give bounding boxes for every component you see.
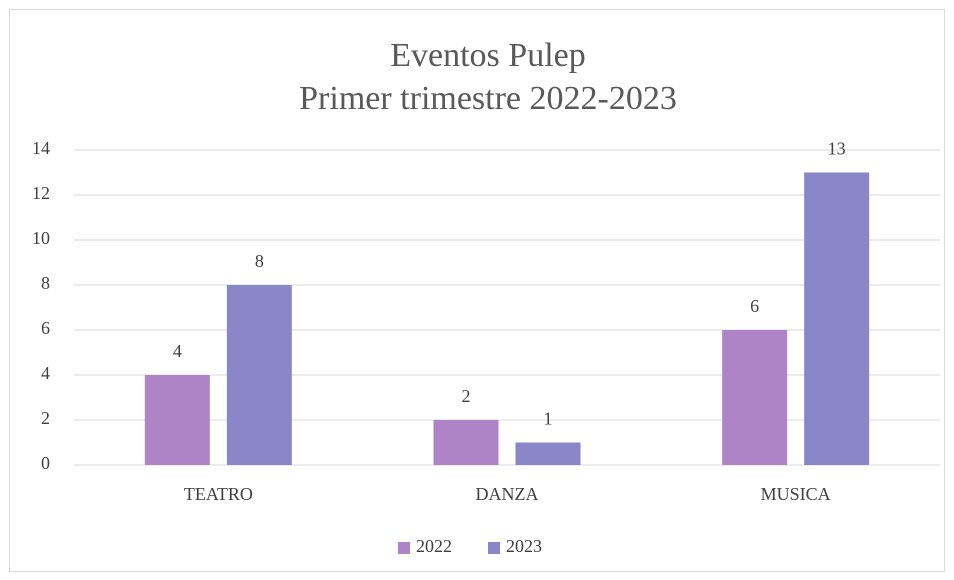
- y-tick-label: 0: [41, 453, 50, 473]
- chart-title: Primer trimestre 2022-2023: [299, 80, 677, 117]
- bar: [804, 172, 870, 465]
- data-label: 13: [828, 139, 846, 159]
- y-tick-label: 2: [41, 408, 50, 428]
- data-label: 6: [750, 296, 759, 316]
- bar: [226, 285, 292, 465]
- y-tick-label: 14: [32, 138, 50, 158]
- x-tick-label: MUSICA: [761, 484, 831, 504]
- data-label: 4: [173, 341, 182, 361]
- y-tick-label: 4: [41, 363, 50, 383]
- y-tick-label: 10: [32, 228, 50, 248]
- data-label: 8: [255, 251, 264, 271]
- y-tick-label: 8: [41, 273, 50, 293]
- x-tick-label: TEATRO: [184, 484, 253, 504]
- chart-title: Eventos Pulep: [390, 37, 585, 74]
- y-tick-label: 12: [32, 183, 50, 203]
- legend-label: 2023: [506, 536, 542, 556]
- data-label: 1: [544, 409, 553, 429]
- legend-swatch: [488, 542, 500, 554]
- bar: [144, 375, 210, 465]
- bar: [433, 420, 499, 465]
- x-tick-label: DANZA: [476, 484, 539, 504]
- legend-label: 2022: [416, 536, 452, 556]
- y-tick-label: 6: [41, 318, 50, 338]
- bar: [515, 442, 581, 465]
- chart-border: [9, 9, 945, 572]
- bar: [722, 330, 788, 465]
- data-label: 2: [462, 386, 471, 406]
- legend-swatch: [398, 542, 410, 554]
